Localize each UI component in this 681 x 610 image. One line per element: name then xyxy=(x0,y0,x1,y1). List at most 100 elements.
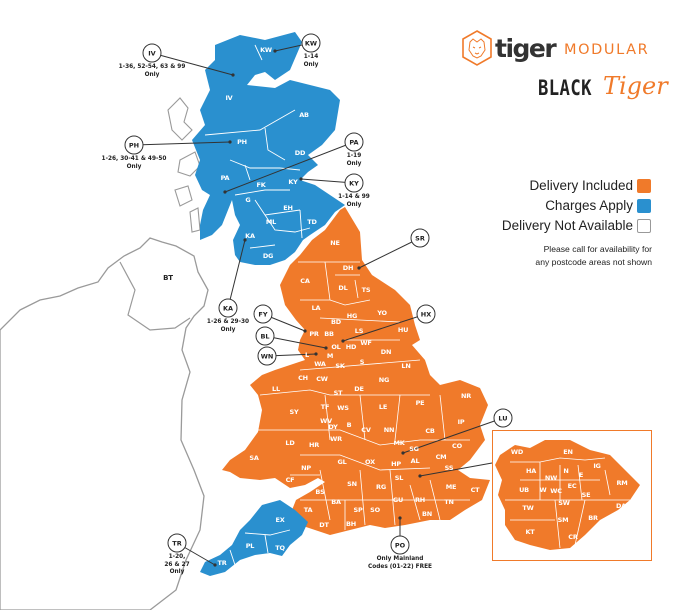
postcode-area-hd: HD xyxy=(345,343,357,351)
legend-note: Please call for availability for any pos… xyxy=(535,243,652,269)
postcode-area-eh: EH xyxy=(283,204,293,212)
callout-note-kw: 1-14 Only xyxy=(303,54,319,68)
callout-badge-lu: LU xyxy=(493,408,513,428)
postcode-area-wa: WA xyxy=(314,360,326,368)
legend-item-not-available: Delivery Not Available xyxy=(502,218,651,233)
postcode-area-ws: WS xyxy=(337,404,349,412)
callout-badge-fy: FY xyxy=(253,304,273,324)
callout-badge-sr: SR xyxy=(410,228,430,248)
postcode-area-m: M xyxy=(326,352,334,360)
callout-note-pa: 1-19 Only xyxy=(346,153,362,167)
postcode-area-pr: PR xyxy=(309,330,319,338)
callout-lines xyxy=(133,42,504,567)
postcode-area-dg: DG xyxy=(262,252,274,260)
callout-line-ph xyxy=(133,141,231,146)
postcode-area-ox: OX xyxy=(365,458,375,466)
callout-line-lu xyxy=(402,417,504,454)
postcode-area-ip: IP xyxy=(457,418,465,426)
callout-line-hx xyxy=(342,313,427,342)
logo-brand: tiger xyxy=(495,34,557,63)
london-area-cr: CR xyxy=(568,533,578,541)
postcode-area-wv: WV xyxy=(320,417,332,425)
postcode-area-ml: ML xyxy=(265,218,277,226)
callout-note-po: Only Mainland Codes (01-22) FREE xyxy=(368,556,432,570)
callout-line-ph-dot xyxy=(228,140,232,144)
postcode-area-sp: SP xyxy=(353,506,363,514)
callout-badge-kw: KW xyxy=(301,33,321,53)
postcode-area-st: ST xyxy=(333,389,343,397)
london-area-se: SE xyxy=(581,491,591,499)
callout-note-ph: 1-26, 30-41 & 49-50 Only xyxy=(101,156,167,170)
legend-swatch-orange xyxy=(637,178,651,193)
postcode-area-ol: OL xyxy=(331,343,341,351)
callout-badge-ph: PH xyxy=(124,135,144,155)
postcode-area-hr: HR xyxy=(308,441,320,449)
london-borders xyxy=(505,457,630,549)
callout-line-sr-dot xyxy=(357,266,361,270)
callout-line-fy-dot xyxy=(303,329,307,333)
callout-line-bl-dot xyxy=(324,346,328,350)
postcode-area-s: S xyxy=(359,358,365,366)
postcode-area-ln: LN xyxy=(401,362,411,370)
logo-brand-suffix: MODULAR xyxy=(564,42,650,58)
postcode-area-ph: PH xyxy=(237,138,247,146)
postcode-area-bb: BB xyxy=(324,330,334,338)
postcode-area-cf: CF xyxy=(285,476,295,484)
postcode-area-dn: DN xyxy=(380,348,392,356)
postcode-area-ls: LS xyxy=(354,327,364,335)
postcode-area-tn: TN xyxy=(444,498,454,506)
callout-line-lu-dot xyxy=(401,451,405,455)
london-inset-pointer-dot xyxy=(418,474,422,478)
callout-note-ka: 1-26 & 29-30 Only xyxy=(206,319,250,333)
region-england-wales xyxy=(222,207,490,535)
logo-sub-brand: BLACK xyxy=(538,76,592,100)
postcode-area-me: ME xyxy=(445,483,457,491)
postcode-area-bs: BS xyxy=(315,488,325,496)
postcode-area-ne: NE xyxy=(330,239,340,247)
postcode-area-ch: CH xyxy=(298,374,308,382)
london-area-da: DA xyxy=(615,502,627,510)
postcode-area-sg: SG xyxy=(409,445,419,453)
postcode-area-b: B xyxy=(346,421,352,429)
postcode-area-bn: BN xyxy=(422,510,432,518)
postcode-area-wf: WF xyxy=(360,339,372,347)
postcode-area-dl: DL xyxy=(338,284,348,292)
postcode-area-sn: SN xyxy=(347,480,357,488)
postcode-area-sl: SL xyxy=(394,474,404,482)
postcode-area-sa: SA xyxy=(249,454,259,462)
postcode-area-yo: YO xyxy=(377,309,387,317)
legend-item-delivery-included: Delivery Included xyxy=(529,178,651,193)
legend-label: Charges Apply xyxy=(545,198,633,213)
postcode-area-ab: AB xyxy=(299,111,309,119)
callout-badge-wn: WN xyxy=(257,346,277,366)
postcode-area-ss: SS xyxy=(444,464,454,472)
postcode-area-ba: BA xyxy=(331,498,341,506)
south-west-borders xyxy=(229,529,291,566)
island-mull xyxy=(177,151,201,177)
london-area-en: EN xyxy=(563,448,573,456)
london-area-e: E xyxy=(578,471,584,479)
london-area-wd: WD xyxy=(510,448,524,456)
london-area-br: BR xyxy=(588,514,598,522)
postcode-area-td: TD xyxy=(307,218,317,226)
postcode-area-tf: TF xyxy=(320,403,330,411)
postcode-area-sk: SK xyxy=(335,362,345,370)
postcode-area-co: CO xyxy=(452,442,462,450)
postcode-area-cb: CB xyxy=(425,427,435,435)
postcode-area-rh: RH xyxy=(414,496,426,504)
legend-item-charges-apply: Charges Apply xyxy=(545,198,651,213)
london-inset-frame xyxy=(492,430,652,561)
postcode-area-ll: LL xyxy=(272,385,280,393)
legend-label: Delivery Not Available xyxy=(501,218,633,233)
london-area-kt: KT xyxy=(525,528,535,536)
postcode-area-ts: TS xyxy=(361,286,371,294)
postcode-area-bh: BH xyxy=(346,520,356,528)
postcode-area-gl: GL xyxy=(337,458,347,466)
postcode-area-kw: KW xyxy=(260,46,272,54)
postcode-area-bt: BT xyxy=(163,274,173,282)
callout-line-pa xyxy=(224,141,355,193)
callout-badge-tr: TR xyxy=(167,533,187,553)
postcode-area-cv: CV xyxy=(361,426,371,434)
postcode-area-pl: PL xyxy=(245,542,255,550)
postcode-area-g: G xyxy=(245,196,251,204)
